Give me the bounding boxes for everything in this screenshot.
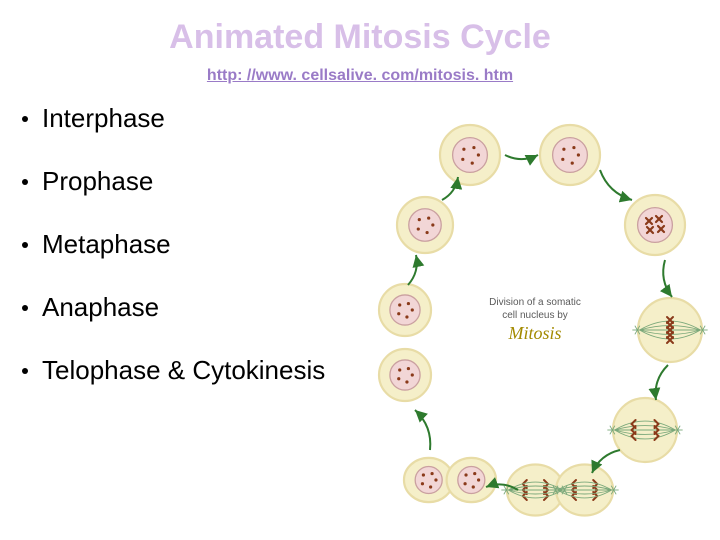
bullet-icon bbox=[22, 179, 28, 185]
bullet-icon bbox=[22, 305, 28, 311]
phase-label: Metaphase bbox=[42, 229, 171, 260]
bullet-icon bbox=[22, 242, 28, 248]
phase-label: Anaphase bbox=[42, 292, 159, 323]
bullet-icon bbox=[22, 368, 28, 374]
svg-text:Division of a somatic: Division of a somatic bbox=[489, 297, 581, 308]
bullet-icon bbox=[22, 116, 28, 122]
phase-label: Prophase bbox=[42, 166, 153, 197]
source-url[interactable]: http: //www. cellsalive. com/mitosis. ht… bbox=[0, 67, 720, 85]
slide-title: Animated Mitosis Cycle bbox=[0, 0, 720, 57]
mitosis-cycle-diagram: Division of a somatic cell nucleus by Mito… bbox=[360, 115, 720, 525]
svg-text:Mitosis: Mitosis bbox=[507, 323, 561, 343]
phase-label: Telophase & Cytokinesis bbox=[42, 355, 325, 386]
phase-label: Interphase bbox=[42, 103, 165, 134]
svg-text:cell nucleus by: cell nucleus by bbox=[502, 310, 568, 321]
